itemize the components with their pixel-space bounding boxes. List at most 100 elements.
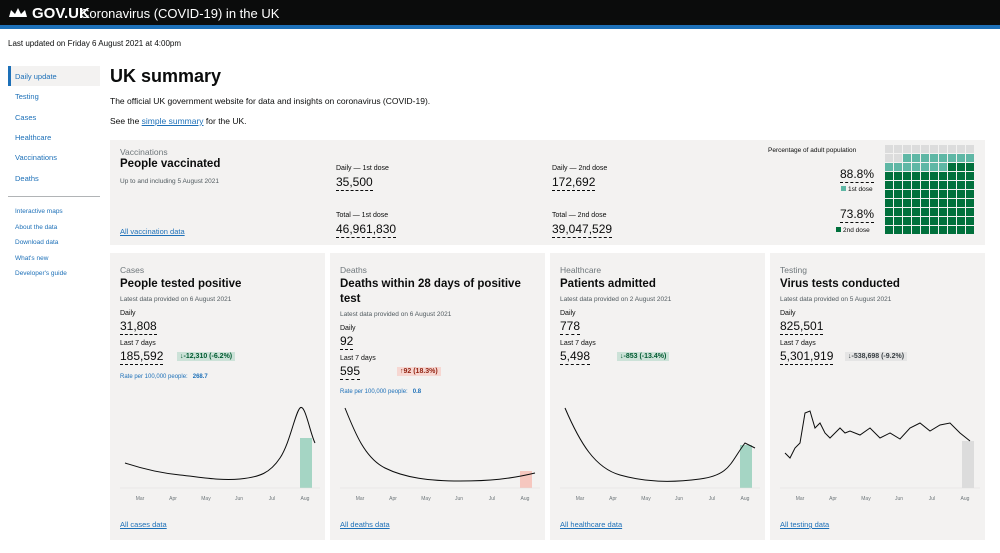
month-label: Apr [609,496,617,502]
waffle-cell [885,172,893,180]
month-label: Jul [489,496,495,502]
waffle-cell [894,181,902,189]
nav-link[interactable]: Daily update [15,72,57,81]
last-updated: Last updated on Friday 6 August 2021 at … [8,39,182,48]
waffle-cell [912,226,920,234]
waffle-cell [948,154,956,162]
waffle-cell [957,226,965,234]
waffle-cell [912,163,920,171]
nav-link[interactable]: Deaths [15,173,39,183]
month-label: May [641,496,651,502]
waffle-cell [903,154,911,162]
nav-link[interactable]: Testing [15,92,39,102]
month-label: Jun [455,496,463,502]
trend-line [124,407,316,480]
month-label: Aug [961,496,970,502]
waffle-cell [966,181,974,189]
waffle-cell [939,217,947,225]
trend-chart: Mar Apr May Jun Jul Aug [340,407,540,502]
trend-line [344,407,536,482]
summary-card: Cases People tested positive Latest data p… [110,253,325,540]
waffle-cell [966,172,974,180]
waffle-cell [885,226,893,234]
card-link[interactable]: All testing data [780,520,830,529]
nav-link[interactable]: Download data [15,239,59,246]
waffle-cell [885,190,893,198]
daily-value: 778 [560,319,581,335]
waffle-cell [921,190,929,198]
card-title: People vaccinated [120,158,221,170]
nav-link[interactable]: What's new [15,254,49,262]
vaccination-card: Vaccinations People vaccinated Up to and… [110,140,985,245]
waffle-cell [930,190,938,198]
waffle-cell [966,190,974,198]
stat-label: Daily — 2nd dose [552,165,608,172]
highlight [300,438,312,488]
waffle-cell [921,226,929,234]
card-subtitle: Latest data provided on 6 August 2021 [340,311,452,318]
month-label: Jun [675,496,683,502]
week-value: 595 [340,364,361,380]
summary-card: Deaths Deaths within 28 days of positive … [330,253,545,540]
waffle-cell [939,199,947,207]
daily-label: Daily [780,310,796,317]
waffle-cell [957,163,965,171]
change: 92 (18.3%) [397,367,441,376]
waffle-cell [894,199,902,207]
waffle-cell [957,199,965,207]
waffle-cell [930,163,938,171]
rate-label: Rate per 100,000 people: [340,389,408,395]
waffle-cell [966,208,974,216]
nav-link[interactable]: Interactive maps [15,208,63,215]
stat-value: 46,961,830 [336,222,397,238]
nav-link[interactable]: About the data [15,223,58,231]
card-link[interactable]: All healthcare data [560,520,623,529]
page-title: UK summary [110,66,222,86]
daily-value: 825,501 [780,319,824,335]
waffle-cell [894,154,902,162]
card-subtitle: Latest data provided on 6 August 2021 [120,296,232,303]
card-link[interactable]: All vaccination data [120,227,185,236]
trend-chart: Mar Apr May Jun Jul Aug [120,407,320,502]
waffle-cell [948,145,956,153]
waffle-cell [894,145,902,153]
highlight [962,441,974,488]
waffle-cell [930,226,938,234]
waffle-cell [957,154,965,162]
brand[interactable]: GOV.UK [32,5,90,22]
waffle-cell [939,154,947,162]
waffle-cell [957,217,965,225]
waffle-cell [885,208,893,216]
pct-second-label: 2nd dose [836,227,870,234]
month-label: Mar [356,496,365,502]
daily-label: Daily [120,310,136,317]
nav-link[interactable]: Vaccinations [15,153,57,163]
stat-value: 39,047,529 [552,222,613,238]
waffle-cell [903,190,911,198]
waffle-cell [921,181,929,189]
month-label: Aug [741,496,750,502]
waffle-cell [885,217,893,225]
service-title[interactable]: Coronavirus (COVID-19) in the UK [80,6,280,21]
legend-text: 2nd dose [843,227,870,234]
month-label: May [201,496,211,502]
nav-link[interactable]: Developer's guide [15,270,67,277]
nav-link[interactable]: Healthcare [15,132,52,142]
waffle-cell [939,208,947,216]
daily-value: 31,808 [120,319,157,335]
waffle-cell [957,145,965,153]
change: -12,310 (-6.2%) [177,352,236,361]
pct-first: 88.8% [840,167,875,183]
card-link[interactable]: All deaths data [340,520,390,529]
summary-card: Testing Virus tests conducted Latest data … [770,253,985,540]
stat-label: Daily — 1st dose [336,165,389,172]
month-label: Mar [796,496,805,502]
card-link[interactable]: All cases data [120,520,167,529]
waffle-cell [921,145,929,153]
link[interactable]: simple summary [141,116,204,126]
nav-link[interactable]: Cases [15,112,37,122]
waffle [885,145,974,234]
month-label: Jul [709,496,715,502]
waffle-cell [948,208,956,216]
